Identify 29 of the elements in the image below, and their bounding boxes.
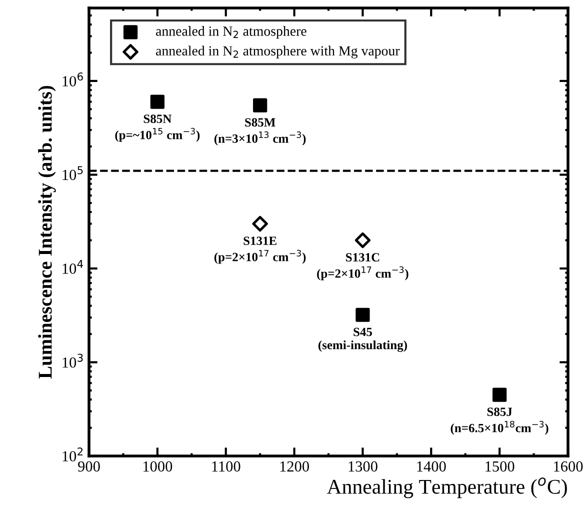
point (252, 216, 268, 232)
legend-label: annealed in N$_{2}$ atmosphere (156, 26, 306, 39)
y-tick-label: 10$^{3}$ (62, 354, 83, 368)
annotation: S131C (p=2×10$^{17}$ cm$^{−3}$) (317, 253, 408, 280)
point (356, 308, 370, 322)
x-tick-label: 1600 (554, 461, 583, 472)
x-tick-label: 1200 (280, 461, 309, 472)
y-tick-label: 10$^{2}$ (62, 448, 83, 462)
annotation: S85N (p=~10$^{15}$ cm$^{−3}$) (115, 114, 200, 142)
annotation: S85J (n=6.5×10$^{18}$cm$^{−3}$) (450, 408, 548, 435)
point (354, 232, 371, 248)
point (492, 388, 507, 402)
x-tick-label: 900 (78, 461, 100, 472)
point (150, 94, 164, 109)
y-tick-label: 10$^{4}$ (62, 260, 84, 274)
y-tick-label: 10$^{6}$ (62, 72, 83, 86)
annotation: S45 (semi-insulating) (318, 328, 407, 352)
point (253, 98, 268, 112)
x-tick-label: 1100 (212, 461, 240, 472)
x-tick-label: 1000 (143, 461, 172, 472)
x-tick-label: 1500 (486, 461, 514, 472)
annotation: S131E (p=2×10$^{17}$ cm$^{−3}$) (214, 236, 306, 264)
annotation: S85M (n=3×10$^{13}$ cm$^{−3}$) (214, 118, 306, 146)
y-axis-title: Luminescence Intensity (arb. units) (38, 86, 56, 379)
legend-label: annealed in N$_{2}$ atmosphere with Mg vapour (156, 46, 400, 58)
x-axis-title: Annealing Temperature ($^{o}$C) (326, 477, 567, 498)
x-tick-label: 1300 (348, 461, 378, 472)
y-tick-label: 10$^{5}$ (62, 166, 83, 180)
x-tick-label: 1400 (417, 461, 446, 472)
